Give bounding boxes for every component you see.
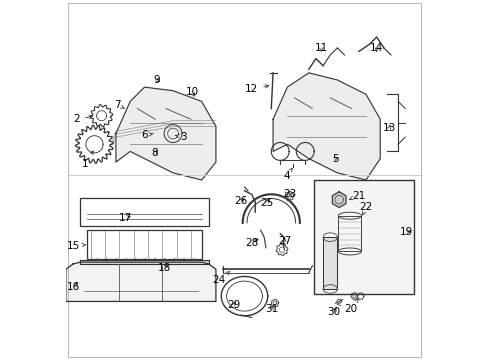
Text: 25: 25: [260, 198, 273, 208]
Text: 27: 27: [277, 236, 290, 246]
Bar: [338, 216, 361, 251]
Bar: [80, 198, 208, 226]
Text: 21: 21: [348, 191, 365, 201]
Text: 12: 12: [244, 84, 268, 94]
Text: 3: 3: [175, 132, 187, 142]
Text: 7: 7: [114, 100, 124, 110]
Polygon shape: [66, 262, 216, 301]
Polygon shape: [332, 192, 346, 207]
Text: 15: 15: [67, 241, 86, 251]
Text: 9: 9: [153, 75, 160, 85]
Text: 19: 19: [399, 227, 412, 237]
Text: 8: 8: [151, 148, 158, 158]
Polygon shape: [272, 73, 380, 180]
Text: 20: 20: [344, 298, 358, 314]
Polygon shape: [323, 237, 337, 289]
Text: 5: 5: [332, 154, 338, 163]
Polygon shape: [116, 87, 216, 180]
Text: 6: 6: [141, 130, 153, 140]
Text: 17: 17: [119, 212, 132, 222]
Text: 29: 29: [227, 300, 240, 310]
Text: 16: 16: [67, 282, 80, 292]
Text: 24: 24: [211, 271, 229, 285]
Text: 23: 23: [283, 189, 296, 199]
Text: 18: 18: [157, 262, 170, 273]
Polygon shape: [80, 260, 208, 264]
Text: 11: 11: [314, 43, 327, 53]
Bar: [87, 230, 201, 258]
Text: 26: 26: [234, 197, 247, 206]
Text: 13: 13: [382, 123, 395, 133]
Text: 1: 1: [82, 151, 93, 169]
Text: 14: 14: [369, 43, 383, 53]
Text: 22: 22: [359, 202, 372, 215]
Text: 10: 10: [186, 87, 199, 98]
Text: 31: 31: [265, 303, 278, 314]
Text: 2: 2: [73, 114, 92, 124]
Text: 30: 30: [326, 307, 340, 317]
Bar: [313, 180, 413, 294]
Text: 28: 28: [245, 238, 259, 248]
Text: 4: 4: [283, 168, 292, 181]
